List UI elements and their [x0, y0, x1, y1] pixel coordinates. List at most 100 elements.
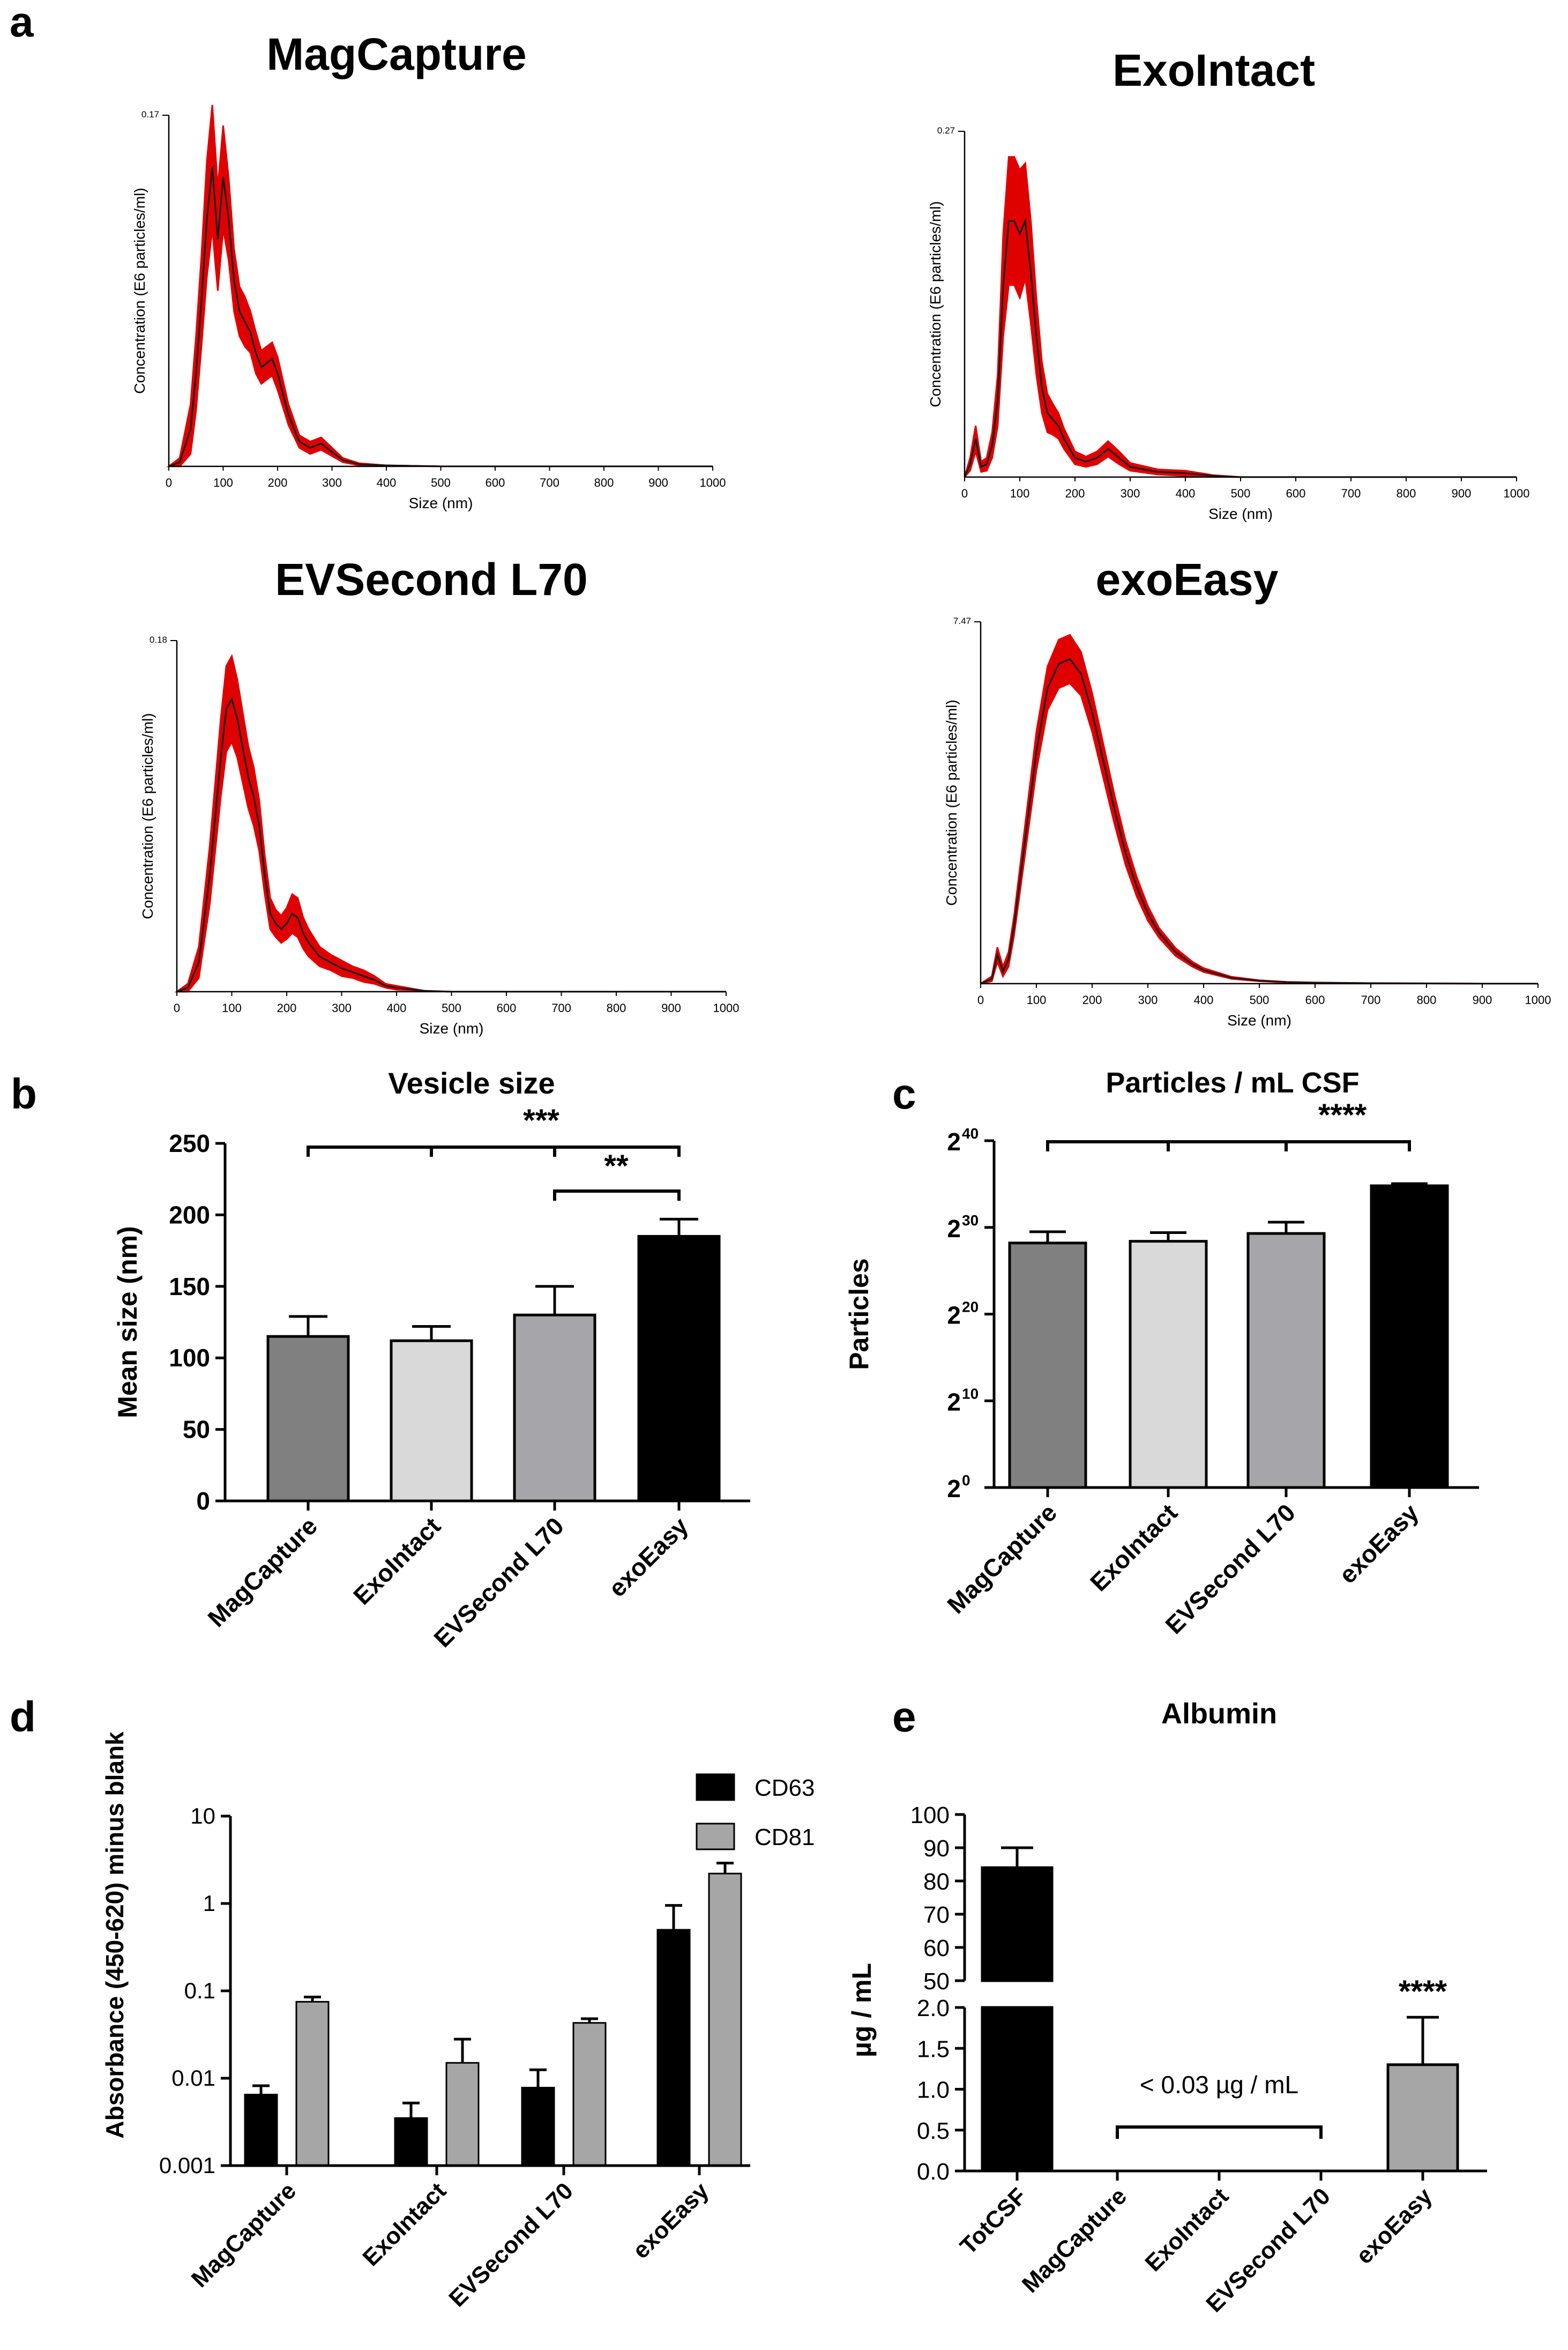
- y-tick-base: 2: [947, 1215, 961, 1243]
- x-tick-label: 800: [1397, 487, 1416, 500]
- bar-cd63: [244, 2093, 278, 2167]
- concentration-mean-line: [964, 218, 1517, 478]
- bar-cd63: [394, 2117, 428, 2167]
- y-tick-base: 2: [947, 1388, 961, 1416]
- concentration-error-band: [166, 105, 713, 467]
- category-label: exoEasy: [1351, 2183, 1437, 2269]
- y-tick-exponent: 10: [962, 1385, 979, 1402]
- bar-cd63: [521, 2087, 555, 2167]
- significance-label: ****: [1318, 1098, 1367, 1133]
- x-tick-label: 0: [166, 476, 172, 489]
- x-tick-label: 400: [1176, 487, 1196, 500]
- x-tick-label: 1000: [713, 1001, 740, 1015]
- y-tick-label: 60: [923, 1935, 950, 1961]
- y-tick-label: 250: [169, 1129, 210, 1157]
- chart-title: Albumin: [1161, 1698, 1277, 1730]
- y-tick-label: 90: [923, 1835, 950, 1862]
- y-tick-label: 70: [923, 1902, 950, 1928]
- x-tick-label: 1000: [1504, 487, 1530, 500]
- category-label: TotCSF: [955, 2183, 1032, 2259]
- y-tick-label: 0.001: [159, 2153, 215, 2178]
- bar-totcsf-lower: [981, 2006, 1054, 2173]
- bar-cd81: [295, 2001, 330, 2167]
- y-tick-label: 50: [923, 1968, 950, 1995]
- x-tick-label: 100: [213, 476, 233, 489]
- y-tick-exponent: 20: [962, 1299, 979, 1315]
- x-tick-label: 200: [268, 476, 288, 489]
- y-tick-label: 150: [169, 1273, 210, 1300]
- category-label: MagCapture: [202, 1512, 323, 1632]
- y-max-label: 0.17: [141, 109, 159, 120]
- x-tick-label: 100: [1010, 487, 1030, 500]
- panel-letter-e: e: [892, 1693, 916, 1741]
- category-label: exoEasy: [1333, 1498, 1424, 1589]
- y-axis-label: Concentration (E6 particles/ml): [139, 713, 156, 919]
- bar-totcsf-upper: [981, 1866, 1054, 1982]
- bar-cd81: [572, 2022, 607, 2167]
- category-label: EVSecond L70: [428, 1512, 569, 1653]
- x-tick-label: 400: [1194, 993, 1214, 1007]
- absorbance-chart: 0.001 0.01 0.1 1 10 Absorbance (450-620) minu…: [101, 1731, 815, 2312]
- category-label: MagCapture: [942, 1498, 1062, 1619]
- y-tick-label: 0: [196, 1487, 210, 1515]
- bar-cd81: [445, 2062, 480, 2167]
- y-axis-label: µg / mL: [847, 1963, 877, 2057]
- x-tick-label: 700: [551, 1001, 571, 1015]
- bar: [637, 1235, 721, 1503]
- x-tick-label: 500: [1250, 993, 1270, 1007]
- bar: [1246, 1232, 1326, 1489]
- y-tick-exponent: 0: [962, 1472, 970, 1489]
- x-tick-label: 800: [1417, 993, 1437, 1007]
- significance-bracket: [1046, 1140, 1411, 1151]
- y-tick-label: 100: [169, 1344, 210, 1372]
- y-axis-label: Particles: [844, 1258, 874, 1370]
- legend-swatch-cd63: [696, 1773, 735, 1801]
- x-tick-label: 800: [594, 476, 614, 489]
- x-tick-label: 200: [1082, 993, 1102, 1007]
- y-tick-exponent: 30: [962, 1212, 979, 1229]
- category-label: ExoIntact: [357, 2177, 451, 2271]
- x-tick-label: 900: [648, 476, 668, 489]
- panel-letter-a: a: [10, 0, 34, 46]
- albumin-chart: Albumin 0.0 0.5 1.0 1.5 2.050 60 70 80 90 100 µg / …: [847, 1698, 1487, 2317]
- x-tick-label: 0: [977, 993, 984, 1007]
- x-tick-label: 300: [1121, 487, 1140, 500]
- x-tick-label: 200: [277, 1001, 297, 1015]
- significance-label: ***: [523, 1103, 559, 1138]
- bar: [1008, 1241, 1087, 1489]
- plot-title: MagCapture: [266, 29, 526, 79]
- concentration-mean-line: [176, 697, 726, 993]
- concentration-error-band: [964, 156, 1517, 478]
- x-tick-label: 300: [1138, 993, 1158, 1007]
- y-tick-label: 0.01: [171, 2065, 215, 2091]
- y-max-label: 7.47: [953, 616, 971, 626]
- chart-title: Vesicle size: [388, 1066, 555, 1100]
- category-label: exoEasy: [628, 2177, 714, 2264]
- x-tick-label: 100: [1027, 993, 1047, 1007]
- x-tick-label: 600: [1286, 487, 1306, 500]
- x-tick-label: 500: [1231, 487, 1251, 500]
- y-tick-label: 1.0: [917, 2077, 950, 2103]
- y-tick-label: 1.5: [917, 2036, 950, 2062]
- category-label: EVSecond L70: [444, 2177, 578, 2312]
- bar-cd81: [708, 1872, 742, 2167]
- annotation-bracket: [1116, 2125, 1323, 2139]
- x-axis-label: Size (nm): [1227, 1012, 1291, 1029]
- legend-label: CD63: [755, 1775, 815, 1801]
- y-axis-label: Absorbance (450-620) minus blank: [101, 1731, 129, 2139]
- bar: [513, 1313, 596, 1503]
- x-tick-label: 500: [442, 1001, 461, 1015]
- nta-plot-magcapture: MagCapture 0.17 0 100 200 300 400 500 600 700 800 9…: [131, 29, 726, 511]
- plot-title: EVSecond L70: [275, 554, 588, 605]
- category-label: exoEasy: [603, 1512, 693, 1602]
- x-tick-label: 700: [1341, 487, 1361, 500]
- panel-letter-b: b: [11, 1070, 37, 1118]
- x-tick-label: 100: [222, 1001, 242, 1015]
- y-tick-label: 100: [910, 1802, 950, 1828]
- x-tick-label: 1000: [1525, 993, 1551, 1007]
- bar-exoeasy: [1386, 2063, 1459, 2173]
- category-label: ExoIntact: [1085, 1498, 1183, 1596]
- significance-bracket: [307, 1146, 681, 1157]
- significance-label: ****: [1399, 1974, 1447, 2009]
